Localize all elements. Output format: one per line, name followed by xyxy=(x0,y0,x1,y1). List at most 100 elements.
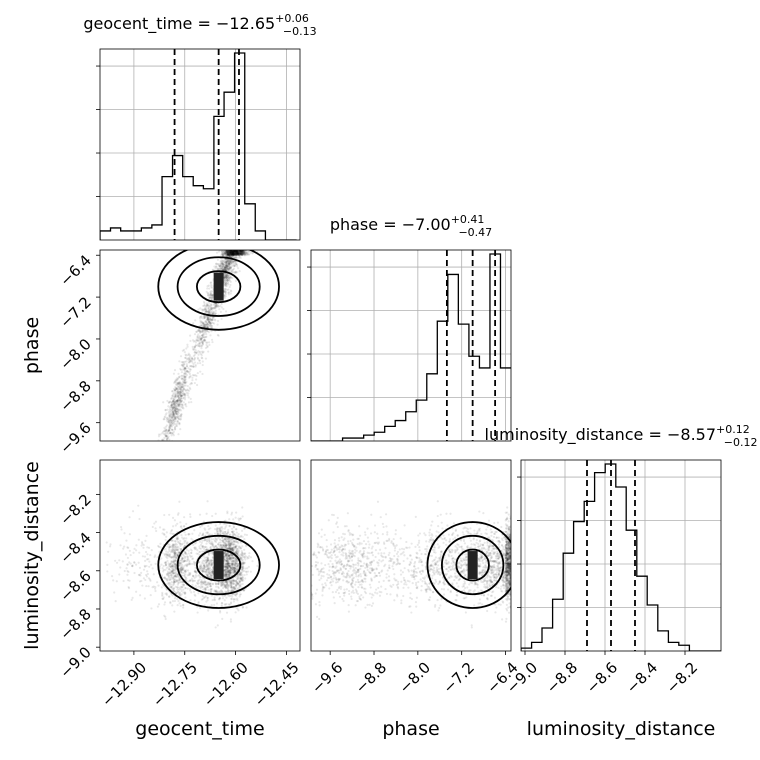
sample-point xyxy=(196,549,199,552)
sample-point xyxy=(226,563,230,567)
sample-point xyxy=(201,545,204,548)
sample-point xyxy=(162,430,165,433)
sample-point xyxy=(185,542,188,546)
sample-point xyxy=(222,583,225,586)
sample-point xyxy=(154,482,156,484)
sample-point xyxy=(178,399,182,402)
sample-point xyxy=(195,541,198,544)
sample-point xyxy=(238,270,241,273)
sample-point xyxy=(222,263,225,266)
sample-point xyxy=(232,598,235,601)
sample-point xyxy=(225,282,228,285)
sample-point xyxy=(128,526,130,528)
sample-point xyxy=(239,250,243,253)
sample-point xyxy=(198,540,202,543)
sample-point xyxy=(231,553,234,557)
sample-point xyxy=(169,419,172,422)
sample-point xyxy=(236,252,239,255)
sample-point xyxy=(200,580,203,583)
sample-point xyxy=(154,585,157,589)
sample-point xyxy=(207,320,210,323)
sample-point xyxy=(197,585,200,588)
sample-point xyxy=(228,565,231,568)
sample-point xyxy=(214,306,217,309)
sample-point xyxy=(231,570,235,573)
sample-point xyxy=(182,392,185,395)
sample-point xyxy=(227,253,230,257)
sample-point xyxy=(226,586,229,589)
sample-point xyxy=(167,452,169,454)
sample-point xyxy=(184,591,187,594)
sample-point xyxy=(188,353,191,357)
sample-point xyxy=(175,573,178,576)
sample-point xyxy=(187,533,190,536)
sample-point xyxy=(241,554,244,557)
sample-point xyxy=(221,261,224,264)
sample-point xyxy=(118,586,120,588)
sample-point xyxy=(176,403,179,407)
sample-point xyxy=(220,303,223,306)
sample-point xyxy=(183,366,187,369)
sample-point xyxy=(140,579,143,583)
sample-point xyxy=(168,425,171,428)
sample-point xyxy=(205,600,208,603)
sample-point xyxy=(198,330,201,333)
sample-point xyxy=(207,310,210,313)
sample-point xyxy=(226,561,229,565)
sample-point xyxy=(195,548,198,551)
sample-point xyxy=(176,399,179,402)
sample-point xyxy=(162,418,165,421)
sample-point xyxy=(142,481,144,483)
sample-point xyxy=(225,261,228,264)
sample-point xyxy=(190,382,194,385)
sample-point xyxy=(243,253,246,256)
sample-point xyxy=(221,587,225,590)
sample-point xyxy=(226,265,229,268)
sample-point xyxy=(192,562,195,565)
sample-point xyxy=(183,381,186,384)
sample-point xyxy=(232,251,235,254)
sample-point xyxy=(180,415,183,418)
sample-point xyxy=(225,254,229,257)
sample-point xyxy=(119,566,122,569)
sample-point xyxy=(165,434,168,437)
sample-point xyxy=(202,322,205,326)
sample-point xyxy=(179,388,183,391)
sample-point xyxy=(233,566,236,569)
sample-point xyxy=(198,359,201,362)
sample-point xyxy=(226,275,229,278)
sample-point xyxy=(221,252,224,255)
sample-point xyxy=(241,253,244,256)
sample-point xyxy=(196,344,199,347)
sample-point xyxy=(179,415,182,418)
sample-point xyxy=(239,250,242,253)
sample-point xyxy=(185,522,188,525)
sample-point xyxy=(243,254,246,257)
sample-point xyxy=(235,565,238,568)
sample-point xyxy=(162,448,164,450)
sample-point xyxy=(173,428,176,431)
sample-point xyxy=(201,559,204,562)
sample-point xyxy=(179,542,182,546)
sample-point xyxy=(249,556,253,559)
sample-point xyxy=(243,556,246,559)
sample-point xyxy=(193,563,197,567)
sample-point xyxy=(169,423,172,426)
sample-point xyxy=(210,303,213,306)
sample-point xyxy=(182,525,186,528)
sample-point xyxy=(227,252,230,256)
sample-point xyxy=(173,539,176,543)
sample-point xyxy=(198,578,201,581)
sample-point xyxy=(187,358,190,361)
sample-point xyxy=(224,563,228,566)
sample-point xyxy=(211,321,215,325)
sample-point xyxy=(221,597,225,600)
sample-point xyxy=(206,531,209,535)
sample-point xyxy=(237,251,240,254)
sample-point xyxy=(224,251,227,254)
sample-point xyxy=(229,253,233,256)
sample-point xyxy=(170,403,174,407)
sample-point xyxy=(169,431,172,435)
sample-point xyxy=(208,296,211,299)
sample-point xyxy=(197,582,200,585)
